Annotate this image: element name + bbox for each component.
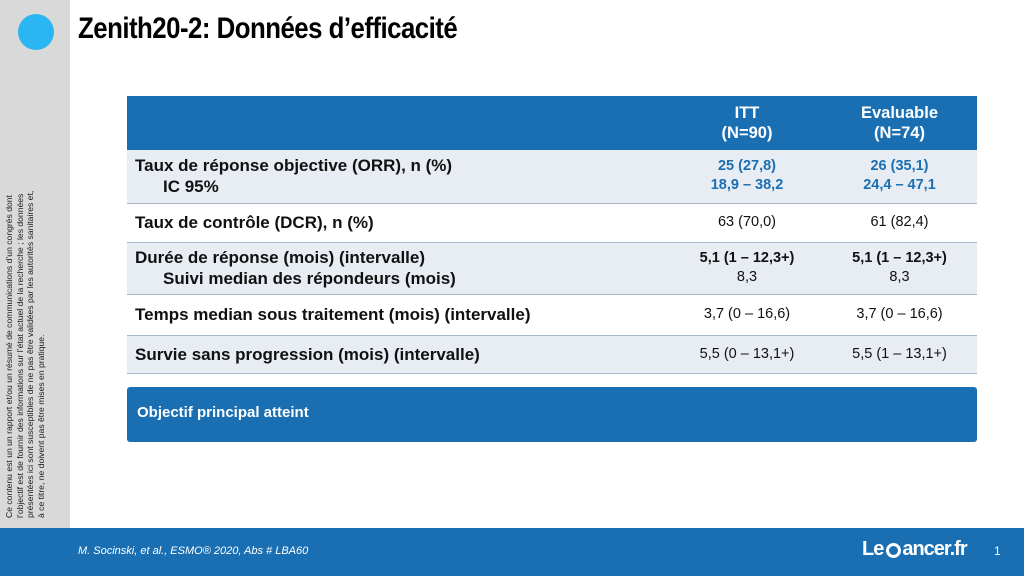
- evaluable-value-cell: 5,5 (1 – 13,1+): [822, 335, 977, 374]
- conclusion-text: Objectif principal atteint: [137, 404, 309, 421]
- table-header-row: ITT (N=90) Evaluable (N=74): [127, 96, 977, 150]
- conclusion-banner: Objectif principal atteint: [127, 387, 977, 442]
- itt-value: 63 (70,0): [717, 214, 777, 230]
- row-label: Survie sans progression (mois) (interval…: [135, 344, 480, 364]
- left-sidebar: Ce contenu est un un rapport et/ou un ré…: [0, 0, 70, 528]
- evaluable-value: 3,7 (0 – 16,6): [856, 306, 943, 322]
- header-empty-cell: [127, 96, 672, 150]
- logo-ring-icon: [886, 543, 902, 558]
- itt-value-cell: 5,5 (0 – 13,1+): [672, 335, 822, 374]
- table-row-treatment-time: Temps median sous traitement (mois) (int…: [127, 294, 977, 336]
- efficacy-table: ITT (N=90) Evaluable (N=74) Taux de répo…: [127, 96, 977, 374]
- header-evaluable-line1: Evaluable: [860, 104, 939, 122]
- evaluable-value-cell: 3,7 (0 – 16,6): [822, 294, 977, 336]
- footer-bar: M. Socinski, et al., ESMO® 2020, Abs # L…: [0, 528, 1024, 576]
- evaluable-value: 61 (82,4): [870, 214, 929, 230]
- evaluable-subvalue: 24,4 – 47,1: [863, 177, 936, 194]
- row-sublabel: IC 95%: [163, 177, 219, 197]
- row-label-cell: Taux de réponse objective (ORR), n (%) I…: [127, 150, 672, 204]
- itt-value: 5,1 (1 – 12,3+): [699, 250, 795, 266]
- logo-text-right: ancer.fr: [902, 538, 967, 560]
- row-label-cell: Durée de réponse (mois) (intervalle) Sui…: [127, 242, 672, 295]
- row-label: Taux de réponse objective (ORR), n (%): [135, 156, 453, 176]
- itt-value-cell: 5,1 (1 – 12,3+) 8,3: [672, 242, 822, 295]
- table-row-pfs: Survie sans progression (mois) (interval…: [127, 335, 977, 374]
- table-row-duration: Durée de réponse (mois) (intervalle) Sui…: [127, 242, 977, 295]
- evaluable-value: 5,5 (1 – 13,1+): [852, 345, 947, 362]
- evaluable-value: 5,1 (1 – 12,3+): [852, 250, 947, 266]
- row-label: Temps median sous traitement (mois) (int…: [135, 305, 531, 324]
- blue-circle-decoration: [18, 14, 54, 50]
- row-label: Durée de réponse (mois) (intervalle): [135, 248, 426, 267]
- logo-text-left: Le: [862, 538, 884, 560]
- header-evaluable-line2: (N=74): [874, 124, 925, 142]
- row-label-cell: Temps median sous traitement (mois) (int…: [127, 294, 672, 336]
- itt-subvalue: 18,9 – 38,2: [710, 177, 784, 194]
- itt-value-cell: 63 (70,0): [672, 203, 822, 243]
- itt-value: 5,5 (0 – 13,1+): [699, 345, 795, 362]
- header-itt: ITT (N=90): [672, 96, 822, 150]
- disclaimer-text: Ce contenu est un un rapport et/ou un ré…: [4, 190, 46, 518]
- itt-value: 3,7 (0 – 16,6): [703, 306, 791, 322]
- header-evaluable: Evaluable (N=74): [822, 96, 977, 150]
- header-itt-line1: ITT: [734, 104, 760, 122]
- row-label: Taux de contrôle (DCR), n (%): [135, 213, 374, 232]
- row-label-cell: Survie sans progression (mois) (interval…: [127, 335, 672, 374]
- slide-title: Zenith20-2: Données d’efficacité: [78, 12, 458, 45]
- page-number: 1: [994, 544, 1001, 558]
- itt-value: 25 (27,8): [717, 158, 777, 175]
- table-row-dcr: Taux de contrôle (DCR), n (%) 63 (70,0) …: [127, 203, 977, 243]
- row-label-cell: Taux de contrôle (DCR), n (%): [127, 203, 672, 243]
- itt-value-cell: 25 (27,8) 18,9 – 38,2: [672, 150, 822, 204]
- evaluable-value-cell: 5,1 (1 – 12,3+) 8,3: [822, 242, 977, 295]
- evaluable-value-cell: 61 (82,4): [822, 203, 977, 243]
- evaluable-value: 26 (35,1): [870, 158, 929, 175]
- table-row-orr: Taux de réponse objective (ORR), n (%) I…: [127, 150, 977, 204]
- lecancer-logo: Le ancer.fr: [862, 538, 968, 561]
- row-sublabel: Suivi median des répondeurs (mois): [163, 269, 456, 288]
- header-itt-line2: (N=90): [721, 124, 773, 142]
- evaluable-value-cell: 26 (35,1) 24,4 – 47,1: [822, 150, 977, 204]
- evaluable-subvalue: 8,3: [889, 269, 910, 285]
- itt-subvalue: 8,3: [736, 269, 758, 285]
- itt-value-cell: 3,7 (0 – 16,6): [672, 294, 822, 336]
- citation-text: M. Socinski, et al., ESMO® 2020, Abs # L…: [78, 545, 309, 557]
